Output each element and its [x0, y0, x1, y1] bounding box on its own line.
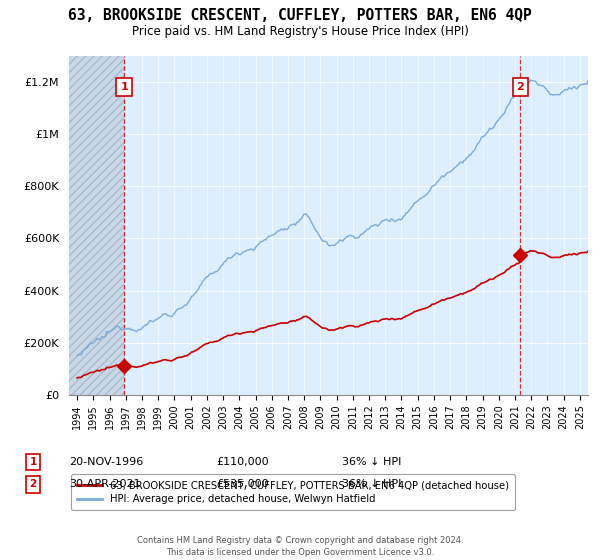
Text: 30-APR-2021: 30-APR-2021: [69, 479, 140, 489]
Text: 1: 1: [120, 82, 128, 92]
Text: 20-NOV-1996: 20-NOV-1996: [69, 457, 143, 467]
Text: 36% ↓ HPI: 36% ↓ HPI: [342, 479, 401, 489]
Text: Contains HM Land Registry data © Crown copyright and database right 2024.
This d: Contains HM Land Registry data © Crown c…: [137, 536, 463, 557]
Bar: [69, 56, 124, 395]
Text: 2: 2: [517, 82, 524, 92]
Text: £535,000: £535,000: [216, 479, 269, 489]
Text: 2: 2: [29, 479, 37, 489]
Text: Price paid vs. HM Land Registry's House Price Index (HPI): Price paid vs. HM Land Registry's House …: [131, 25, 469, 38]
Text: 36% ↓ HPI: 36% ↓ HPI: [342, 457, 401, 467]
Text: 63, BROOKSIDE CRESCENT, CUFFLEY, POTTERS BAR, EN6 4QP: 63, BROOKSIDE CRESCENT, CUFFLEY, POTTERS…: [68, 8, 532, 24]
Text: 1: 1: [29, 457, 37, 467]
Text: £110,000: £110,000: [216, 457, 269, 467]
Legend: 63, BROOKSIDE CRESCENT, CUFFLEY, POTTERS BAR, EN6 4QP (detached house), HPI: Ave: 63, BROOKSIDE CRESCENT, CUFFLEY, POTTERS…: [71, 474, 515, 510]
